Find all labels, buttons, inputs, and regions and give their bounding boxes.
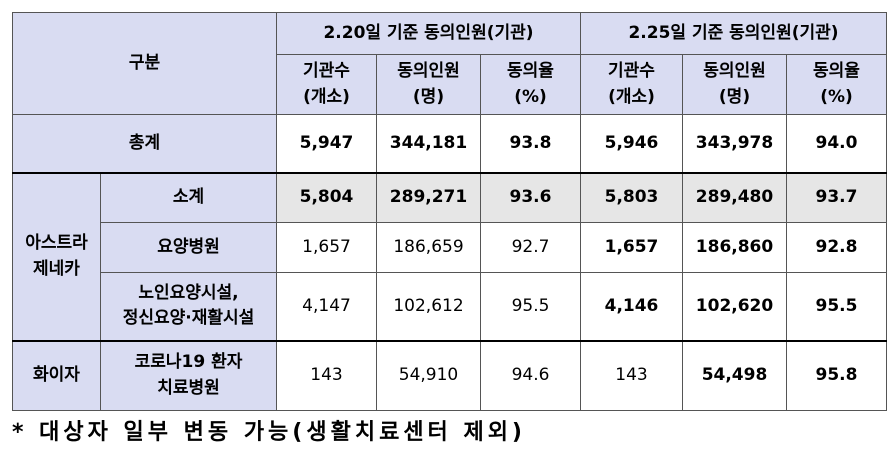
table-cell: 95.5 (786, 272, 887, 341)
header-col-consented: 동의인원 (명) (376, 54, 481, 115)
table-row-az-hospital: 요양병원 1,657 186,659 92.7 1,657 186,860 92… (13, 222, 887, 273)
row-label-subtotal: 소계 (100, 171, 277, 223)
table-row-total: 총계 5,947 344,181 93.8 5,946 343,978 94.0 (12, 114, 887, 173)
row-label-pfizer: 화이자 (12, 339, 101, 411)
table-cell: 4,147 (276, 272, 377, 341)
table-cell: 343,978 (682, 114, 787, 173)
table-cell: 143 (276, 339, 377, 411)
header-col-consented: 동의인원 (명) (682, 54, 787, 115)
vaccine-consent-table: 구분 2.20일 기준 동의인원(기관) 2.25일 기준 동의인원(기관) 기… (12, 12, 887, 411)
table-cell: 54,910 (376, 339, 481, 411)
table-cell: 54,498 (682, 339, 787, 411)
header-col-rate: 동의율 (%) (480, 54, 581, 115)
row-label-total: 총계 (12, 114, 277, 173)
footnote: * 대상자 일부 변동 가능(생활치료센터 제외) (12, 420, 526, 445)
table-cell: 186,659 (376, 222, 481, 273)
header-group-0225: 2.25일 기준 동의인원(기관) (580, 12, 887, 55)
table-cell: 1,657 (276, 222, 377, 273)
table-row-az-subtotal: 아스트라 제네카 소계 5,804 289,271 93.6 5,803 289,… (12, 171, 887, 341)
table-row-pfizer: 화이자 코로나19 환자 치료병원 143 54,910 94.6 143 54,… (12, 339, 887, 411)
header-group-0220: 2.20일 기준 동의인원(기관) (276, 12, 581, 55)
header-col-institutions: 기관수 (개소) (276, 54, 377, 115)
header-col-rate: 동의율 (%) (786, 54, 887, 115)
row-label-astrazeneca: 아스트라 제네카 (12, 171, 101, 341)
table-cell: 95.8 (786, 339, 887, 411)
table-cell: 92.7 (480, 222, 581, 273)
table-cell: 5,803 (580, 171, 683, 223)
table-cell: 93.8 (480, 114, 581, 173)
table-cell: 93.7 (786, 171, 887, 223)
row-label-care-facility: 노인요양시설, 정신요양·재활시설 (100, 272, 277, 341)
header-category: 구분 (12, 12, 277, 115)
table-cell: 4,146 (580, 272, 683, 341)
table-cell: 289,480 (682, 171, 787, 223)
table-cell: 186,860 (682, 222, 787, 273)
table-cell: 93.6 (480, 171, 581, 223)
table-cell: 5,947 (276, 114, 377, 173)
table-cell: 92.8 (786, 222, 887, 273)
header-col-institutions: 기관수 (개소) (580, 54, 683, 115)
table-cell: 95.5 (480, 272, 581, 341)
row-label-nursing-hospital: 요양병원 (100, 222, 277, 273)
table-cell: 5,946 (580, 114, 683, 173)
table-cell: 289,271 (376, 171, 481, 223)
table-cell: 94.0 (786, 114, 887, 173)
table-row-az-facility: 노인요양시설, 정신요양·재활시설 4,147 102,612 95.5 4,14… (13, 272, 887, 341)
table-cell: 5,804 (276, 171, 377, 223)
table-cell: 344,181 (376, 114, 481, 173)
table-cell: 102,620 (682, 272, 787, 341)
table-cell: 143 (580, 339, 683, 411)
row-label-covid-hospital: 코로나19 환자 치료병원 (100, 339, 277, 411)
table-cell: 1,657 (580, 222, 683, 273)
table-cell: 94.6 (480, 339, 581, 411)
table-cell: 102,612 (376, 272, 481, 341)
